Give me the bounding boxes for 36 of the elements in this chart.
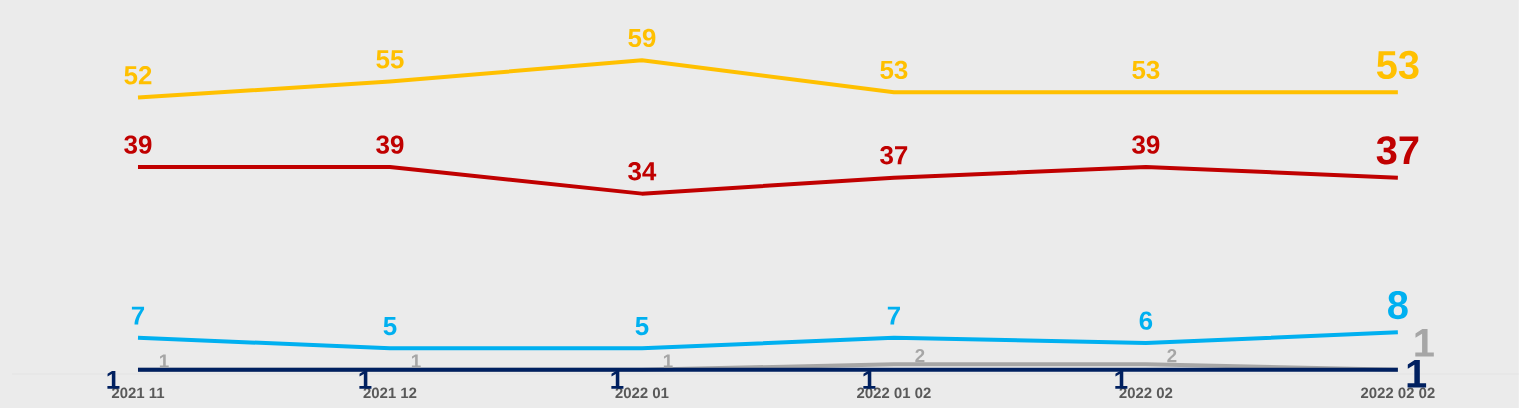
data-label: 7 xyxy=(887,306,900,325)
data-label: 1 xyxy=(1115,370,1128,389)
data-label: 37 xyxy=(1376,136,1419,165)
data-label: 8 xyxy=(1388,290,1408,320)
x-tick-label: 2022 01 02 xyxy=(857,387,931,399)
x-tick-label: 2021 11 xyxy=(111,387,165,399)
data-label: 1 xyxy=(107,370,120,389)
data-label: 5 xyxy=(383,317,397,336)
data-label: 7 xyxy=(131,306,145,325)
x-tick-label: 2022 02 02 xyxy=(1360,387,1435,399)
data-label: 2 xyxy=(1167,348,1177,363)
data-label: 2 xyxy=(915,348,925,363)
x-tick-label: 2022 01 xyxy=(615,387,669,399)
data-label: 1 xyxy=(359,370,372,389)
data-label: 59 xyxy=(628,28,656,48)
data-label: 52 xyxy=(124,66,152,85)
data-label: 39 xyxy=(376,135,404,154)
data-label: 5 xyxy=(635,317,649,336)
data-label: 1 xyxy=(1415,329,1434,357)
data-label: 53 xyxy=(1132,60,1160,80)
data-label: 39 xyxy=(1132,135,1160,154)
x-tick-label: 2021 12 xyxy=(363,387,417,399)
data-label: 39 xyxy=(124,135,152,154)
data-label: 1 xyxy=(663,354,673,368)
data-label: 1 xyxy=(611,370,624,389)
data-label: 53 xyxy=(880,60,908,80)
data-label: 1 xyxy=(159,354,169,368)
data-label: 34 xyxy=(628,162,657,181)
data-label: 53 xyxy=(1376,50,1419,80)
data-label: 1 xyxy=(1407,360,1427,388)
x-tick-label: 2022 02 xyxy=(1119,387,1173,399)
data-label: 1 xyxy=(411,354,421,368)
data-label: 37 xyxy=(880,146,908,165)
data-label: 6 xyxy=(1139,311,1153,330)
data-label: 1 xyxy=(863,370,876,389)
data-label: 55 xyxy=(376,50,404,69)
